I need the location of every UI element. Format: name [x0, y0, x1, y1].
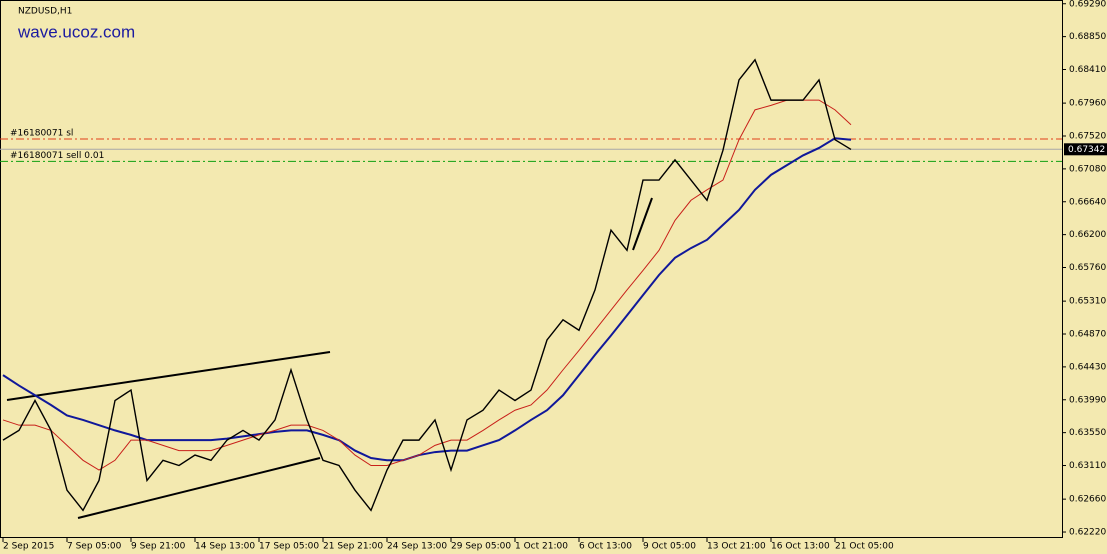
y-tick-label: 0.69290 [1069, 0, 1106, 9]
bid-tag [1064, 143, 1107, 156]
y-tick-label: 0.64430 [1069, 362, 1106, 372]
y-tick-label: 0.63110 [1069, 461, 1106, 471]
x-tick-label: 13 Oct 21:00 [707, 542, 766, 552]
bid-label: 0.67342 [1068, 145, 1105, 155]
x-tick-label: 29 Sep 05:00 [451, 542, 511, 552]
x-tick-label: 16 Oct 13:00 [771, 542, 830, 552]
trend-line [77, 457, 321, 519]
x-tick-label: 6 Oct 13:00 [579, 542, 632, 552]
order-label: #16180071 sell 0.01 [10, 151, 104, 161]
y-tick-label: 0.63990 [1069, 395, 1106, 405]
series-line [2, 99, 852, 471]
x-tick-label: 1 Oct 21:00 [515, 542, 568, 552]
series-line [2, 137, 852, 462]
y-tick-label: 0.67960 [1069, 99, 1106, 109]
x-tick-label: 14 Sep 13:00 [195, 542, 255, 552]
x-tick-label: 9 Oct 05:00 [643, 542, 696, 552]
x-tick-label: 2 Sep 2015 [3, 542, 54, 552]
x-tick-label: 24 Sep 13:00 [387, 542, 447, 552]
y-tick-label: 0.67520 [1069, 131, 1106, 141]
y-tick-label: 0.67080 [1069, 164, 1106, 174]
y-tick-label: 0.64870 [1069, 330, 1106, 340]
trend-line [632, 197, 653, 251]
x-tick-label: 17 Sep 05:00 [259, 542, 319, 552]
order-label: #16180071 sl [10, 128, 73, 138]
y-tick-label: 0.63550 [1069, 428, 1106, 438]
trend-line [6, 351, 331, 401]
x-tick-label: 21 Sep 21:00 [323, 542, 383, 552]
x-tick-label: 21 Oct 05:00 [835, 542, 894, 552]
x-tick-label: 9 Sep 21:00 [131, 542, 186, 552]
x-tick-label: 7 Sep 05:00 [67, 542, 122, 552]
plot-frame [0, 0, 1063, 538]
symbol-title: NZDUSD,H1 [18, 7, 72, 17]
trend-lines [6, 197, 653, 519]
y-tick-label: 0.62660 [1069, 495, 1106, 505]
y-tick-label: 0.65310 [1069, 297, 1106, 307]
series-line [2, 58, 852, 512]
y-tick-label: 0.68410 [1069, 65, 1106, 75]
watermark: wave.ucoz.com [17, 22, 135, 41]
y-tick-label: 0.65760 [1069, 263, 1106, 273]
y-tick-label: 0.66200 [1069, 230, 1106, 240]
y-tick-label: 0.66640 [1069, 197, 1106, 207]
y-tick-label: 0.68850 [1069, 32, 1106, 42]
y-tick-label: 0.62220 [1069, 528, 1106, 538]
